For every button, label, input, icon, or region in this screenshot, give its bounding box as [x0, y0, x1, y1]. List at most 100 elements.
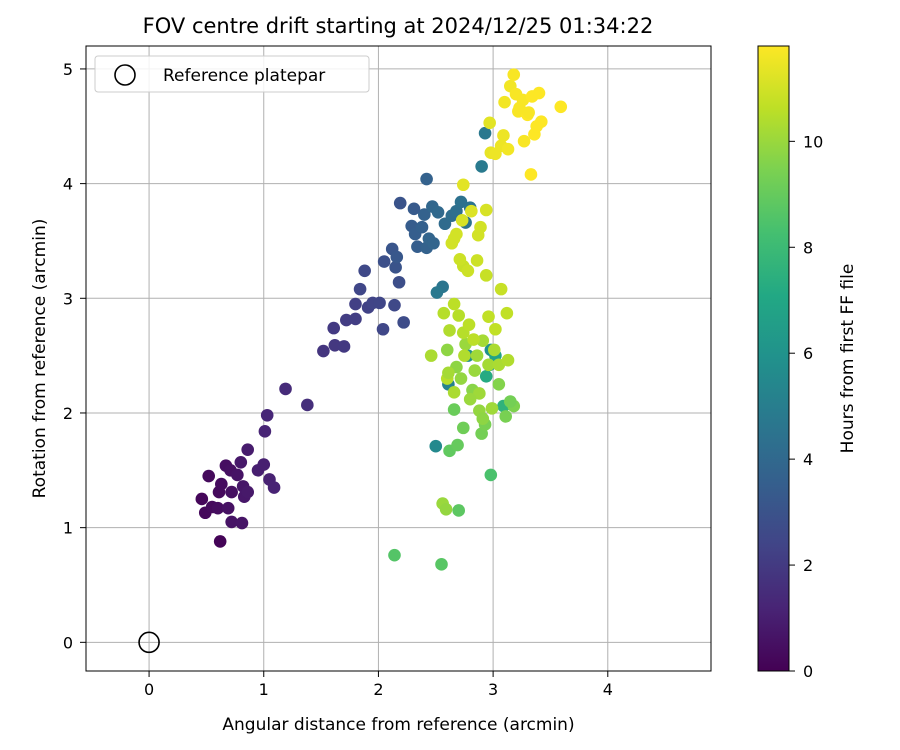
- data-point: [452, 504, 466, 517]
- data-point: [317, 344, 330, 358]
- data-point: [524, 168, 538, 181]
- data-point: [453, 253, 467, 266]
- colorbar-tick-label: 4: [803, 450, 813, 469]
- data-point: [485, 402, 499, 415]
- chart-title: FOV centre drift starting at 2024/12/25 …: [143, 14, 654, 38]
- x-tick-label: 1: [259, 680, 269, 699]
- data-point: [435, 558, 448, 571]
- colorbar-tick-label: 10: [803, 132, 823, 151]
- data-point: [195, 492, 209, 506]
- colorbar: [757, 45, 790, 672]
- data-point: [440, 343, 454, 357]
- data-point: [467, 333, 480, 346]
- legend-label: Reference platepar: [163, 66, 325, 86]
- data-point: [471, 228, 485, 242]
- data-point: [241, 443, 254, 456]
- y-tick-label: 2: [63, 404, 73, 423]
- x-tick-label: 3: [488, 680, 498, 699]
- data-point: [454, 195, 468, 209]
- y-tick-label: 3: [63, 289, 73, 308]
- x-axis-label: Angular distance from reference (arcmin): [222, 715, 574, 735]
- x-axis-ticks: 0 1 2 3 4: [144, 671, 613, 699]
- y-tick-label: 4: [63, 175, 73, 194]
- data-point: [377, 255, 391, 268]
- data-point: [202, 469, 216, 483]
- data-point: [484, 468, 498, 482]
- grid-lines: [86, 46, 711, 671]
- data-point: [456, 178, 470, 192]
- colorbar-tick-label: 2: [803, 556, 813, 575]
- data-point: [389, 261, 402, 274]
- data-point: [327, 321, 341, 335]
- data-point: [225, 515, 238, 529]
- data-point: [452, 309, 466, 322]
- colorbar-tick-label: 0: [803, 662, 813, 681]
- data-point: [479, 369, 493, 383]
- data-point: [241, 485, 254, 499]
- data-point: [301, 398, 314, 412]
- data-point: [349, 297, 362, 311]
- data-point: [450, 227, 463, 241]
- data-point: [340, 313, 353, 327]
- data-point: [429, 439, 443, 453]
- data-point: [439, 503, 453, 516]
- y-axis-ticks: 0 1 2 3 4 5: [63, 60, 86, 652]
- data-point: [427, 236, 440, 250]
- data-point: [483, 116, 496, 130]
- data-point: [211, 501, 225, 515]
- data-point: [234, 455, 248, 469]
- y-axis-label: Rotation from reference (arcmin): [30, 219, 50, 499]
- data-point: [349, 312, 362, 326]
- data-point: [231, 468, 244, 482]
- legend-box: [94, 55, 370, 93]
- data-point: [221, 501, 235, 515]
- data-point: [476, 334, 490, 348]
- colorbar-tick-label: 6: [803, 344, 813, 363]
- data-point: [443, 324, 456, 337]
- data-point: [468, 364, 482, 377]
- data-point: [447, 297, 461, 311]
- colorbar-ticks: 0 2 4 6 8 10: [789, 132, 823, 681]
- data-point: [532, 86, 546, 100]
- data-point: [373, 296, 386, 310]
- data-point: [411, 240, 424, 253]
- data-point: [489, 322, 502, 336]
- legend: Reference platepar: [94, 55, 370, 93]
- reference-platepar-marker: [138, 631, 160, 654]
- plot-area-frame: [85, 45, 712, 672]
- data-point: [390, 250, 404, 264]
- data-point: [482, 310, 495, 323]
- data-point: [470, 254, 484, 267]
- data-point: [522, 106, 535, 119]
- data-point: [420, 172, 433, 186]
- data-point: [388, 298, 401, 312]
- data-point: [463, 392, 477, 406]
- data-point: [415, 220, 429, 234]
- data-point: [554, 100, 568, 114]
- x-tick-label: 2: [373, 680, 383, 699]
- data-point: [260, 408, 274, 422]
- colorbar-tick-label: 8: [803, 238, 813, 257]
- data-point: [437, 306, 451, 320]
- data-point: [328, 339, 342, 352]
- data-point: [431, 205, 445, 219]
- data-point: [225, 485, 238, 499]
- data-point: [430, 286, 444, 299]
- data-point: [454, 372, 468, 385]
- data-point: [353, 282, 367, 296]
- data-point: [499, 410, 513, 423]
- data-point: [476, 412, 490, 426]
- data-point: [475, 160, 488, 173]
- data-point: [376, 322, 390, 336]
- data-point: [504, 395, 517, 408]
- data-point: [279, 382, 292, 396]
- data-point: [397, 316, 410, 329]
- data-point: [534, 115, 548, 128]
- data-point: [461, 264, 475, 278]
- data-point: [500, 306, 514, 320]
- data-point: [507, 68, 521, 81]
- data-point: [235, 516, 249, 530]
- data-point: [501, 353, 515, 367]
- data-point: [258, 425, 272, 438]
